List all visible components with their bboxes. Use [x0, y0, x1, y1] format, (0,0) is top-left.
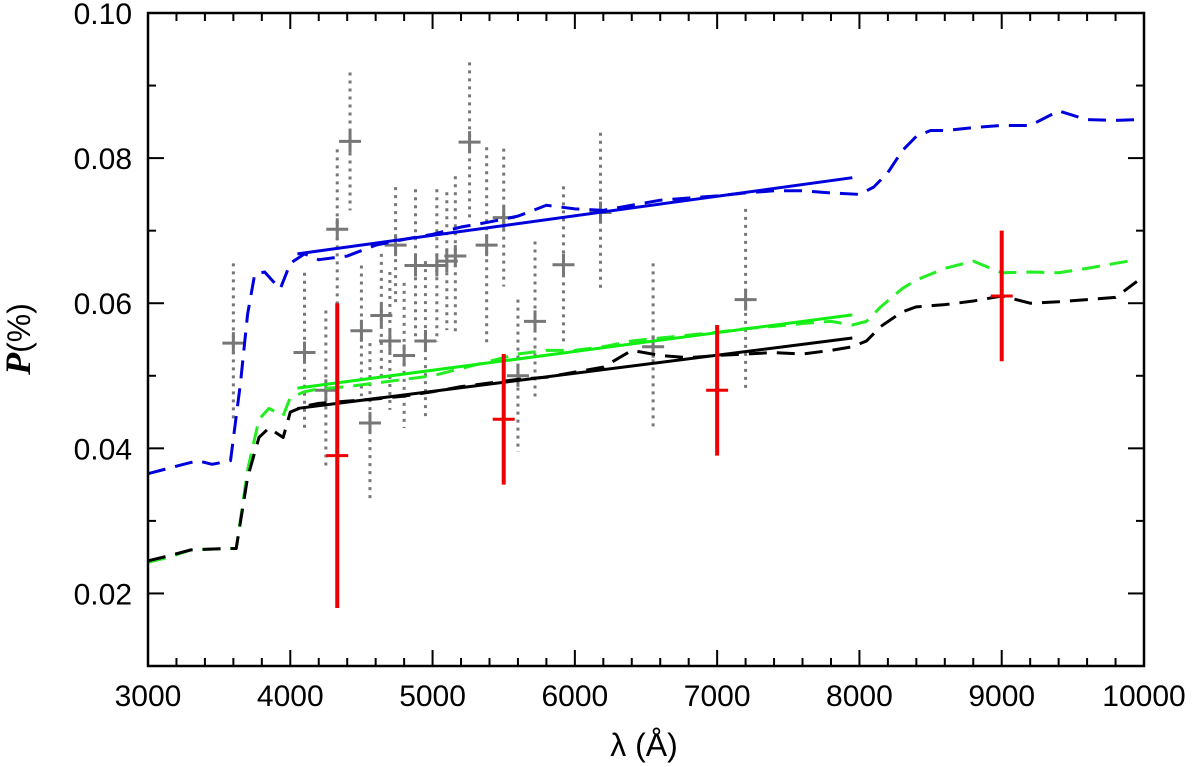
x-tick-label: 9000: [968, 680, 1035, 713]
y-tick-label: 0.08: [74, 143, 132, 176]
x-axis-title: λ (Å): [610, 727, 678, 763]
x-tick-label: 3000: [115, 680, 182, 713]
y-axis-title-unit: (%): [1, 303, 37, 353]
fit-line-0: [297, 176, 853, 256]
model-curve-2: [147, 280, 1138, 563]
y-tick-label: 0.04: [74, 433, 132, 466]
svg-text:P(%): P(%): [0, 303, 38, 376]
y-tick-label: 0.06: [74, 288, 132, 321]
plot-frame: [146, 11, 1146, 668]
fit-line-2: [297, 336, 853, 410]
fit-line-1: [297, 313, 853, 390]
y-axis-title-symbol: P: [0, 352, 38, 376]
y-tick-label: 0.10: [74, 0, 132, 31]
x-tick-label: 8000: [826, 680, 893, 713]
x-tick-label: 5000: [399, 680, 466, 713]
plot-area: [147, 62, 1138, 608]
model-curve-0: [147, 109, 1137, 476]
x-tick-label: 7000: [684, 680, 751, 713]
x-tick-label: 6000: [541, 680, 608, 713]
x-tick-label: 10000: [1102, 680, 1185, 713]
y-tick-label: 0.02: [74, 578, 132, 611]
x-tick-label: 4000: [257, 680, 324, 713]
tick-labels: 3000 4000 5000 6000 7000 8000 9000 10000 0.02 0.0…: [74, 0, 1186, 713]
y-axis-title: P(%): [0, 303, 38, 376]
